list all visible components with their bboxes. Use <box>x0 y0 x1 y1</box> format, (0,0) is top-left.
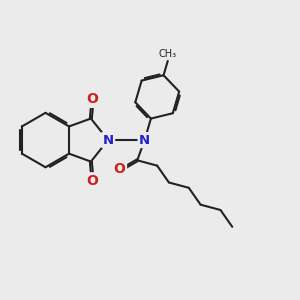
Text: N: N <box>103 134 114 146</box>
Text: O: O <box>86 174 98 188</box>
Text: N: N <box>139 134 150 146</box>
Text: CH₃: CH₃ <box>159 49 177 59</box>
Text: O: O <box>86 92 98 106</box>
Text: O: O <box>114 162 125 176</box>
